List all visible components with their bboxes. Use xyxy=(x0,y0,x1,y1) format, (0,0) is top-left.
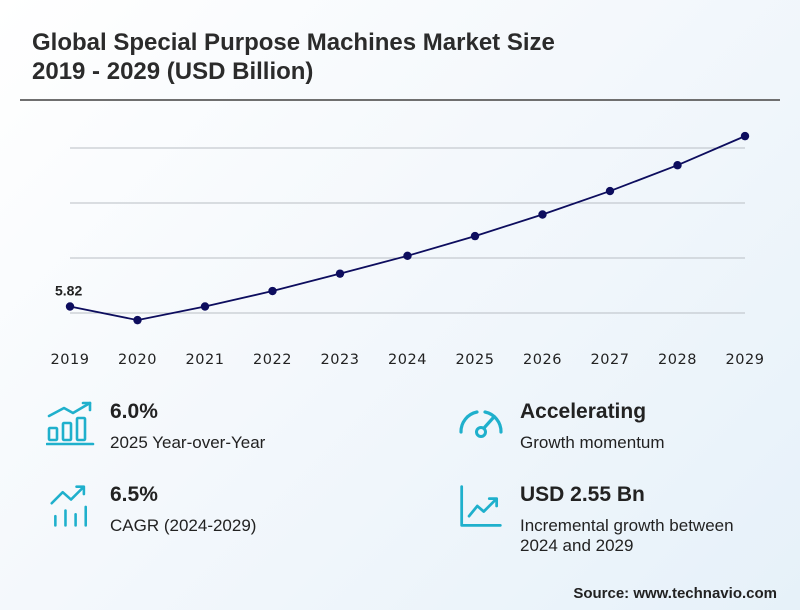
data-point-2026 xyxy=(538,210,547,219)
data-point-2027 xyxy=(605,186,615,196)
stat-momentum: Accelerating Growth momentum xyxy=(456,400,776,460)
data-point-2028 xyxy=(673,161,682,170)
series-line xyxy=(69,135,746,322)
data-label-2019: 5.82 xyxy=(55,283,82,299)
stat-increment-value: USD 2.55 Bn xyxy=(520,483,645,506)
gauge-icon xyxy=(459,410,503,438)
x-tick-label-2020: 2020 xyxy=(118,352,157,368)
stat-cagr: 6.5% CAGR (2024-2029) xyxy=(46,483,346,543)
stat-momentum-desc: Growth momentum xyxy=(520,433,665,452)
x-tick-label-2024: 2024 xyxy=(388,352,427,368)
data-point-2019 xyxy=(65,302,75,311)
bar-growth-icon xyxy=(46,401,95,446)
x-tick-label-2026: 2026 xyxy=(523,352,562,368)
data-point-2024 xyxy=(403,251,412,261)
x-tick-label-2019: 2019 xyxy=(51,352,90,368)
stat-increment: USD 2.55 Bn Incremental growth between 2… xyxy=(456,483,776,573)
trend-bars-icon xyxy=(50,485,88,527)
x-tick-label-2022: 2022 xyxy=(253,352,292,368)
chart-title: Global Special Purpose Machines Market S… xyxy=(32,28,752,86)
x-tick-label-2023: 2023 xyxy=(321,352,360,368)
data-point-2021 xyxy=(200,302,210,311)
line-chart: 2019 2020 2021 2022 2023 2024 2025 2026 2027 2028… xyxy=(51,131,765,368)
data-point-2020 xyxy=(133,315,142,325)
x-tick-label-2025: 2025 xyxy=(456,352,495,368)
x-tick-label-2028: 2028 xyxy=(658,352,697,368)
title-divider xyxy=(20,99,780,101)
data-point-2025 xyxy=(470,231,480,241)
line-growth-icon xyxy=(460,485,502,527)
data-point-2022 xyxy=(268,286,277,296)
x-tick-label-2029: 2029 xyxy=(726,352,765,368)
stat-momentum-value: Accelerating xyxy=(520,400,647,423)
title-line-1: Global Special Purpose Machines Market S… xyxy=(32,29,555,56)
stat-yoy-value: 6.0% xyxy=(110,400,158,423)
x-tick-label-2027: 2027 xyxy=(591,352,630,368)
stat-increment-desc: Incremental growth between 2024 and 2029 xyxy=(520,516,734,555)
data-point-2029 xyxy=(740,131,750,141)
stat-cagr-desc: CAGR (2024-2029) xyxy=(110,516,257,535)
title-line-2: 2019 - 2029 (USD Billion) xyxy=(32,58,314,85)
stat-yoy-desc: 2025 Year-over-Year xyxy=(110,433,266,452)
x-tick-label-2021: 2021 xyxy=(186,352,225,368)
stat-yoy: 6.0% 2025 Year-over-Year xyxy=(46,400,346,460)
stat-cagr-value: 6.5% xyxy=(110,483,158,506)
data-point-2023 xyxy=(335,269,345,278)
source-credit: Source: www.technavio.com xyxy=(573,585,777,602)
